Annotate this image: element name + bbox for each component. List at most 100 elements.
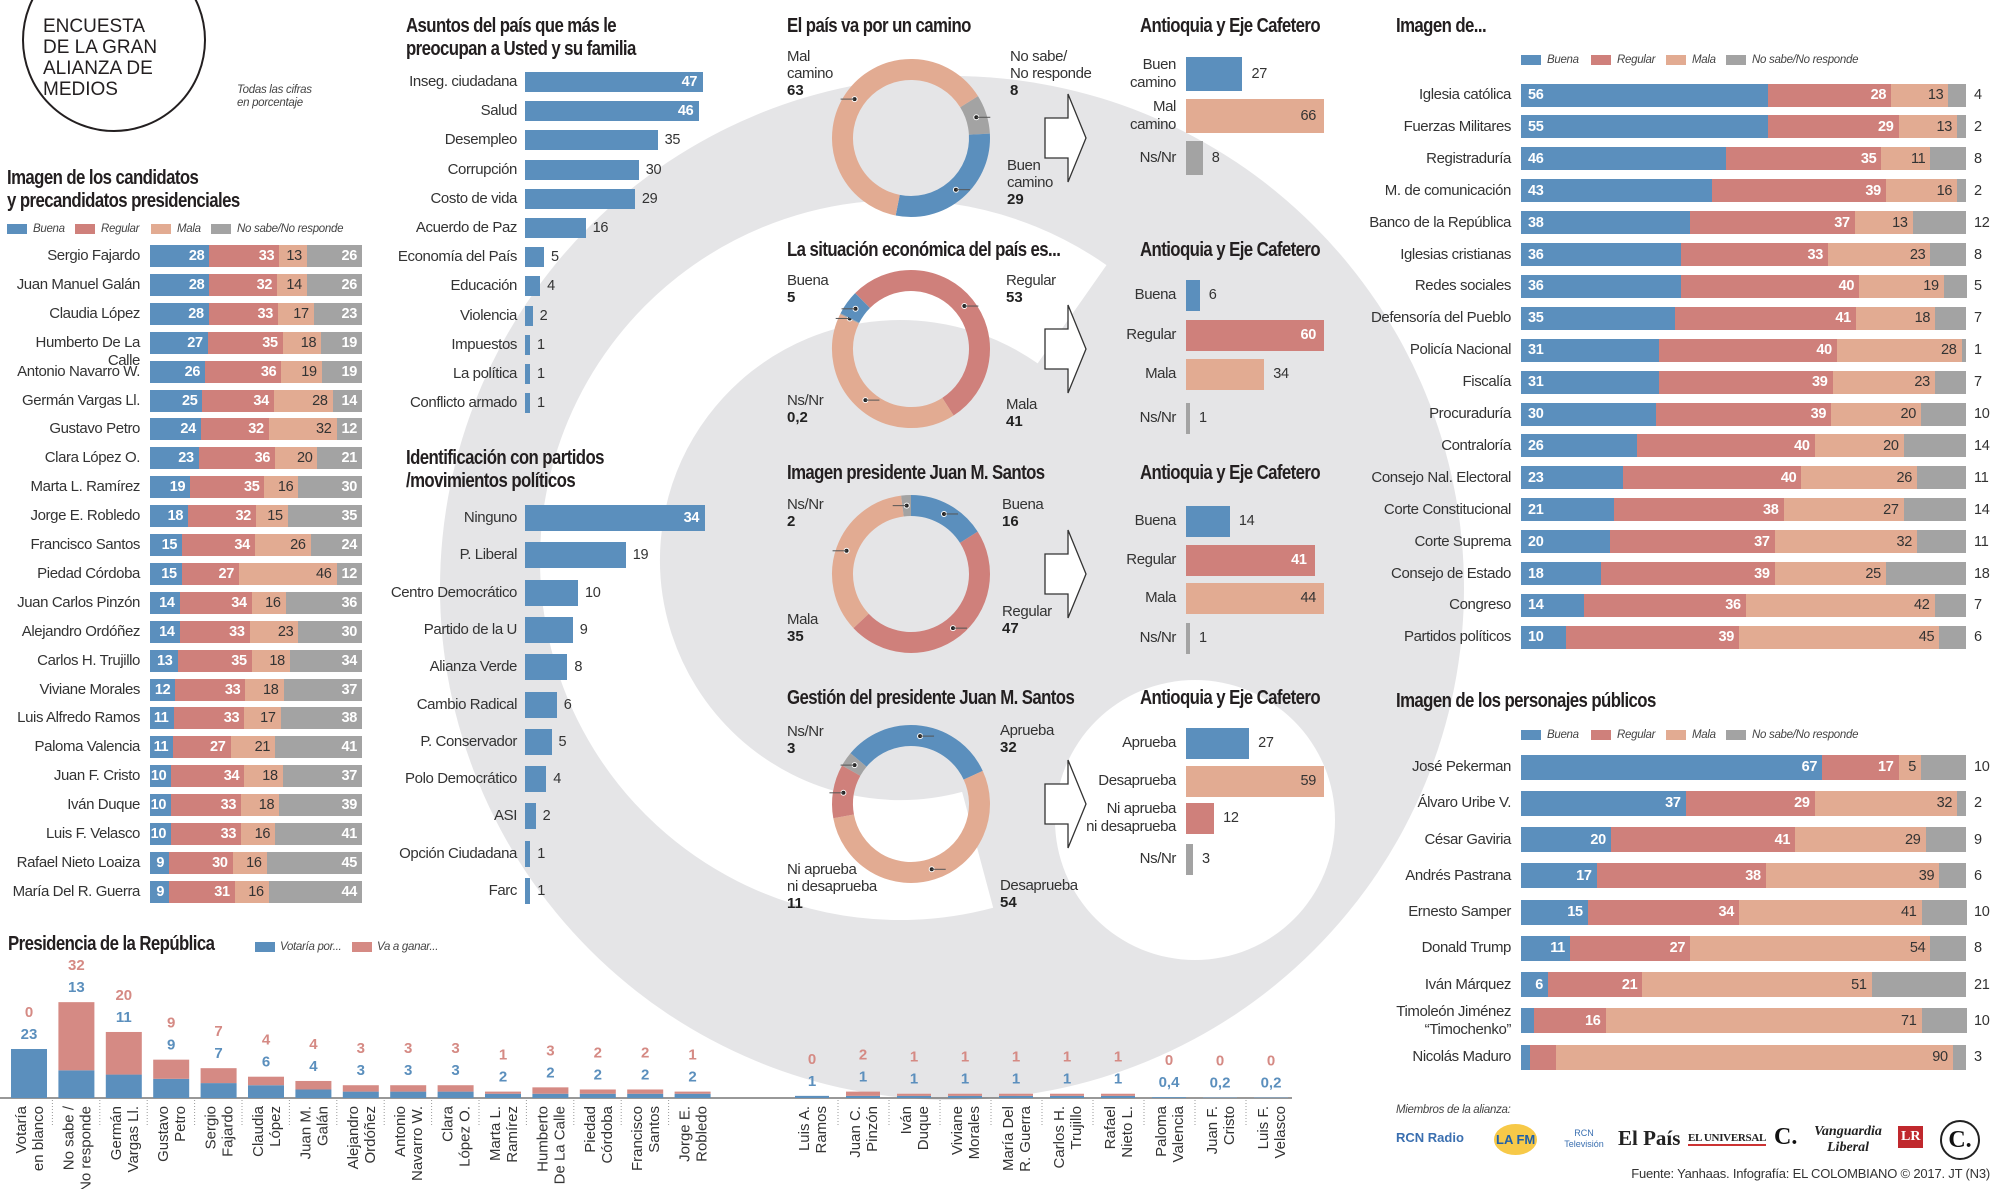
category-label-line: Navarro W.: [409, 1106, 426, 1181]
region-bar: [1186, 279, 1200, 311]
bar-segment-regular: [169, 851, 234, 874]
bar-segment-buena: [150, 360, 206, 383]
bar-segment-regular: [173, 707, 245, 730]
value-label-votaria: 3: [451, 1062, 459, 1079]
bar: [525, 393, 530, 414]
bar-segment-regular: [1725, 147, 1882, 171]
bar-segment-mala: [1795, 827, 1927, 852]
bar: [525, 247, 544, 268]
bar-value-label: 31: [1528, 342, 1544, 359]
category-label-line: Córdoba: [599, 1105, 616, 1163]
bar-value-label: 24: [341, 537, 357, 553]
legend-label: Buena: [1547, 54, 1579, 66]
region-bar: [1186, 57, 1243, 91]
bar-segment-nsnr: [1934, 593, 1967, 617]
bar-value-label: 39: [1811, 374, 1828, 391]
bar-segment-regular: [179, 591, 253, 614]
bar-segment-nsnr: [317, 447, 363, 470]
bar-value-label: 18: [258, 797, 275, 814]
bar-segment-regular: [1610, 827, 1796, 852]
row-label: Costo de vida: [430, 189, 517, 207]
bar-value-label: 4: [547, 278, 555, 295]
bar-value-label: 16: [254, 826, 271, 842]
bar-segment-nsnr: [1921, 1008, 1967, 1034]
donut-label-value: 35: [787, 628, 804, 645]
bar-segment-regular: [1596, 863, 1767, 889]
bar-value-label: 39: [1865, 182, 1881, 199]
region-bar-value: 3: [1202, 851, 1210, 867]
bar-value-label: 21: [1528, 501, 1544, 518]
bar-segment-mala: [281, 360, 323, 383]
bar-votaria: [999, 1095, 1033, 1098]
value-label-ganar: 4: [262, 1032, 271, 1049]
donut-label-value: 0,2: [787, 409, 808, 426]
bar-segment-buena: [1521, 530, 1611, 554]
region-row-label: Ns/Nr: [1139, 629, 1177, 646]
category-label-line: No responde: [77, 1106, 94, 1189]
bar-segment-mala: [1881, 147, 1931, 171]
value-label-ganar: 1: [688, 1047, 696, 1064]
bar: [525, 364, 530, 384]
category-label-line: Alejandro: [345, 1106, 362, 1169]
category-label: Juan M.Galán: [297, 1106, 331, 1159]
bar-value-label: 67: [1801, 759, 1818, 775]
bar: [525, 334, 530, 355]
region-row-label: Mala: [1145, 589, 1176, 606]
donut-label-name: Aprueba: [1000, 722, 1054, 739]
bar-ganar: [897, 1093, 931, 1096]
bar-segment-buena: [1521, 625, 1566, 649]
bar-value-label: 20: [1900, 406, 1917, 422]
category-label-line: López O.: [457, 1106, 474, 1167]
region-bar-value: 34: [1273, 366, 1289, 382]
bar-segment-nsnr: [1925, 827, 1967, 852]
bar-ganar: [532, 1087, 569, 1094]
bar-value-label: 37: [1834, 214, 1850, 231]
value-label-ganar: 3: [404, 1040, 412, 1057]
la-republica-logo: LR: [1898, 1126, 1924, 1148]
category-label-line: Paloma: [1153, 1105, 1170, 1157]
legend-swatch-mala: [151, 224, 171, 234]
bar-segment-regular: [205, 360, 282, 383]
bar-votaria: [295, 1089, 332, 1098]
bar-segment-nsnr: [1930, 243, 1967, 266]
bar-value-label: 32: [248, 421, 264, 438]
value-label-votaria: 2: [546, 1064, 554, 1081]
bar-segment-mala: [1556, 1044, 1954, 1070]
bar-segment-mala: [1828, 243, 1931, 266]
region-bar-value: 6: [1208, 287, 1217, 303]
bar-segment-mala: [268, 418, 338, 441]
bar-value-label: 5: [1908, 759, 1917, 775]
category-label: SergioFajardo: [203, 1106, 237, 1157]
section-title: Imagen de los candidatos y precandidatos …: [7, 167, 240, 213]
value-label-ganar: 0: [25, 1004, 33, 1021]
section-title: Antioquia y Eje Cafetero: [1140, 239, 1321, 261]
bar-value-label: 34: [231, 594, 247, 611]
bar-value-label: 46: [316, 565, 332, 582]
bar-segment-nsnr: [1939, 863, 1967, 889]
bar-value-label: 32: [316, 421, 332, 438]
category-label-line: Valencia: [1170, 1105, 1187, 1162]
legend-label: No sabe/No responde: [1752, 729, 1859, 741]
row-label: Sergio Fajardo: [47, 247, 140, 264]
legend-label: Mala: [1692, 54, 1716, 66]
bar-value-label: 6: [1974, 867, 1982, 884]
bar-segment-regular: [1681, 243, 1829, 266]
category-label-line: Juan M.: [297, 1106, 314, 1159]
legend-label: Regular: [1617, 54, 1656, 66]
bar-value-label: 38: [1528, 214, 1544, 231]
donut-label: Ns/Nr 3: [787, 723, 824, 757]
bar-value-label: 5: [558, 733, 567, 750]
bar-value-label: 24: [180, 421, 196, 438]
legend-swatch-buena: [1521, 730, 1541, 740]
region-bar: [1186, 802, 1215, 834]
section-title-line: Imagen de los candidatos: [7, 167, 199, 189]
bar-value-label: 1: [537, 395, 545, 412]
bar-value-label: 26: [290, 537, 306, 553]
bar-segment-regular: [188, 505, 257, 528]
row-label: Jorge E. Robledo: [30, 507, 140, 525]
bar-value-label: 1: [537, 845, 546, 862]
bar: [525, 188, 635, 209]
value-label-ganar: 1: [1012, 1049, 1020, 1066]
bar-segment-regular: [198, 447, 276, 470]
el-colombiano-circle-logo: C.: [1940, 1120, 1980, 1160]
